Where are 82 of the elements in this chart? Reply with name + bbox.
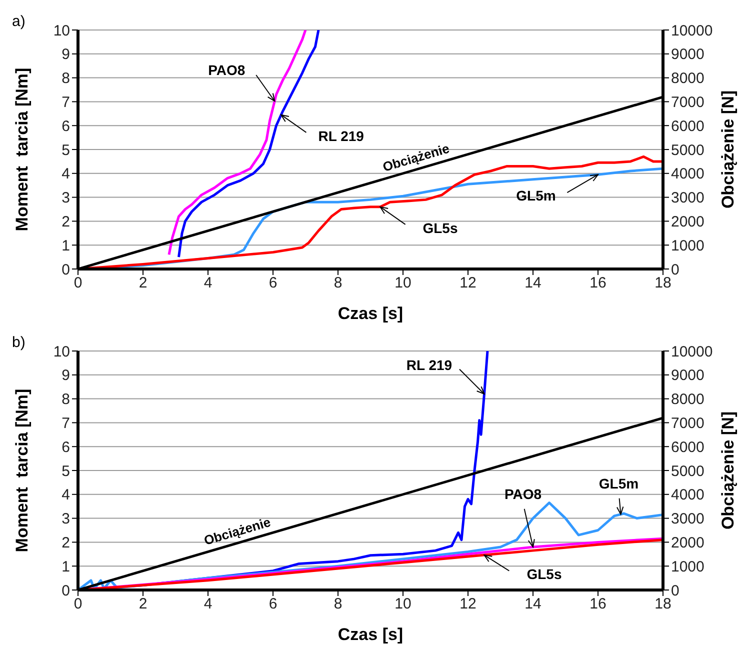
x-tick-label: 6 — [268, 596, 278, 613]
y2-tick-label: 3000 — [671, 190, 704, 207]
x-tick-label: 12 — [460, 274, 476, 292]
x-tick-label: 2 — [138, 274, 148, 292]
y-tick-label: 9 — [62, 367, 70, 384]
y-tick-label: 10 — [53, 343, 70, 360]
y-tick-label: 9 — [62, 46, 70, 64]
y-tick-label: 10 — [53, 22, 70, 40]
series-label: GL5s — [526, 566, 562, 582]
y2-tick-label: 5000 — [671, 142, 704, 159]
x-tick-label: 14 — [524, 274, 542, 292]
y-tick-label: 5 — [62, 462, 70, 480]
y2-axis-title: Obciążenie [N] — [718, 90, 738, 209]
y-tick-label: 4 — [62, 486, 70, 504]
text: RL 219 — [406, 357, 452, 374]
y2-tick-label: 10000 — [671, 343, 713, 360]
x-axis-title: Czas [s] — [338, 304, 404, 323]
y2-tick-label: 9000 — [671, 367, 704, 384]
y2-tick-label: 7000 — [671, 415, 704, 432]
y-axis-title: Moment tarcia [Nm] — [12, 388, 32, 552]
y-tick-label: 0 — [62, 261, 70, 278]
y2-tick-label: 6000 — [671, 118, 704, 135]
y2-tick-label: 6000 — [671, 438, 704, 456]
y2-tick-label: 2000 — [671, 214, 704, 231]
y2-tick-label: 1000 — [671, 558, 704, 576]
series-label: GL5s — [422, 220, 458, 236]
y-tick-label: 3 — [62, 190, 70, 207]
x-tick-label: 4 — [204, 274, 212, 292]
y2-tick-label: 9000 — [671, 46, 704, 64]
y-tick-label: 1 — [62, 237, 70, 254]
y-tick-label: 8 — [62, 70, 70, 88]
text: PAO8 — [504, 486, 542, 502]
x-tick-label: 8 — [334, 596, 342, 613]
x-tick-label: 16 — [590, 596, 606, 613]
y2-tick-label: 4000 — [671, 166, 704, 183]
y2-tick-label: 1000 — [671, 237, 704, 254]
x-tick-label: 6 — [268, 274, 278, 292]
y2-tick-label: 8000 — [671, 391, 704, 408]
x-tick-label: 18 — [654, 596, 672, 613]
x-tick-label: 10 — [394, 274, 412, 292]
y-tick-label: 6 — [62, 438, 70, 456]
x-tick-label: 10 — [394, 596, 412, 613]
y-tick-label: 8 — [62, 391, 70, 408]
y2-tick-label: 10000 — [671, 22, 713, 40]
y2-tick-label: 7000 — [671, 94, 704, 112]
y-tick-label: 7 — [62, 415, 70, 432]
series-label: GL5m — [598, 475, 639, 492]
y-tick-label: 2 — [62, 534, 70, 552]
y-tick-label: 4 — [62, 166, 70, 183]
y2-tick-label: 0 — [671, 261, 680, 278]
y2-tick-label: 8000 — [671, 70, 704, 88]
text: RL 219 — [318, 128, 364, 144]
y2-tick-label: 5000 — [671, 462, 704, 480]
chart-title: b) — [12, 334, 26, 351]
line-series — [178, 30, 320, 258]
x-tick-label: 2 — [138, 596, 148, 613]
y-axis-title: Moment tarcia [Nm] — [12, 68, 32, 232]
x-tick-label: 0 — [74, 596, 82, 613]
x-tick-label: 8 — [334, 274, 342, 292]
x-tick-label: 14 — [524, 596, 542, 613]
x-tick-label: 0 — [74, 274, 82, 292]
y-tick-label: 2 — [62, 214, 70, 231]
text: PAO8 — [208, 62, 246, 78]
line-series — [168, 30, 307, 256]
x-tick-label: 12 — [460, 596, 476, 613]
x-axis-title: Czas [s] — [338, 625, 404, 644]
chart-title: a) — [12, 13, 26, 30]
x-tick-label: 4 — [204, 596, 212, 613]
y2-tick-label: 2000 — [671, 534, 704, 552]
x-tick-label: 18 — [654, 274, 672, 292]
y-tick-label: 5 — [62, 142, 70, 159]
y-tick-label: 6 — [62, 118, 70, 135]
y-tick-label: 7 — [62, 94, 70, 112]
y-tick-label: 1 — [62, 558, 70, 576]
x-tick-label: 16 — [590, 274, 606, 292]
y2-tick-label: 3000 — [671, 510, 704, 528]
y2-tick-label: 4000 — [671, 486, 704, 504]
y2-tick-label: 0 — [671, 582, 680, 600]
y-tick-label: 3 — [62, 510, 70, 528]
y2-axis-title: Obciążenie [N] — [718, 411, 738, 530]
series-label: GL5m — [516, 188, 556, 204]
y-tick-label: 0 — [62, 582, 70, 600]
